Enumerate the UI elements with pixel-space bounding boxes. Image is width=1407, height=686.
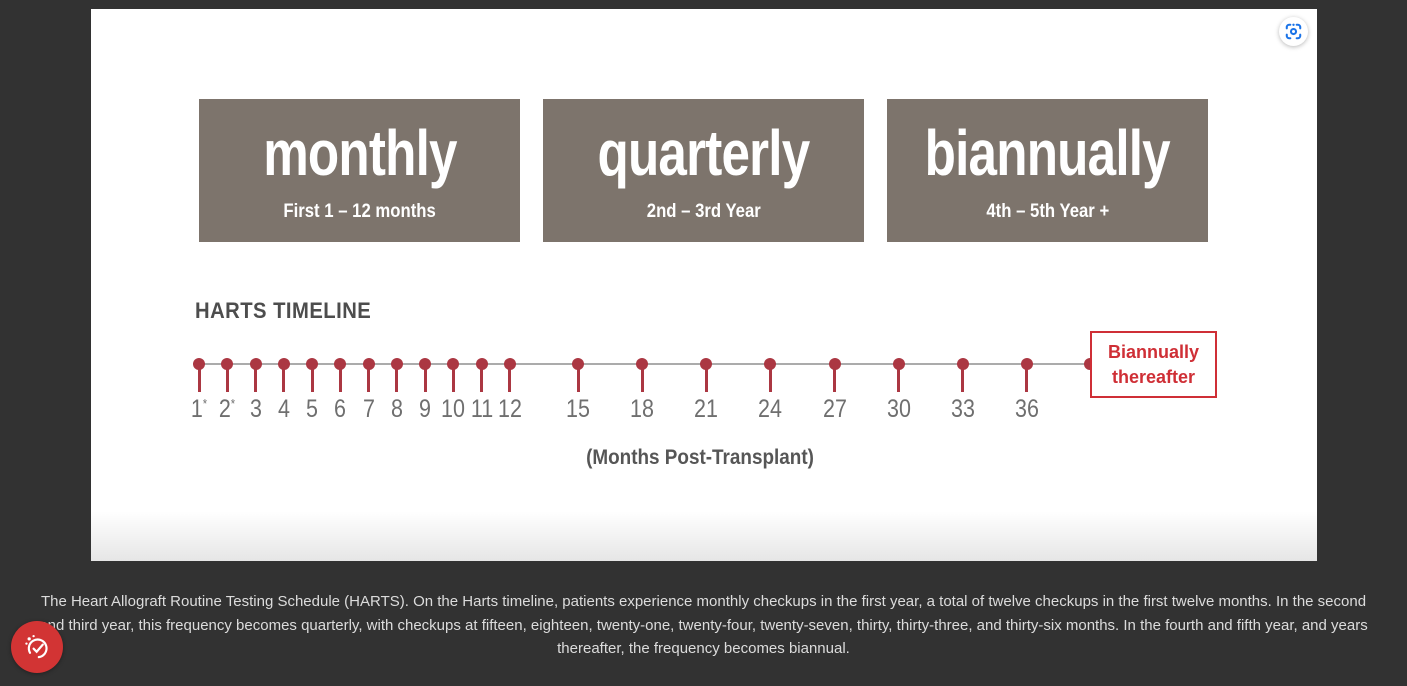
timeline-label-month-15: 15 bbox=[566, 395, 590, 423]
cookie-consent-icon bbox=[25, 634, 48, 659]
timeline-label-month-21: 21 bbox=[694, 395, 719, 423]
timeline-label-month-11: 11 bbox=[470, 395, 493, 423]
timeline-tick-month-11 bbox=[480, 364, 484, 392]
timeline-label-month-7: 7 bbox=[362, 395, 375, 423]
timeline-tick-month-12 bbox=[508, 364, 512, 392]
timeline-label-month-6: 6 bbox=[334, 395, 347, 423]
timeline-label-month-27: 27 bbox=[822, 395, 847, 423]
timeline-tick-month-2 bbox=[225, 364, 229, 392]
timeline-label-month-8: 8 bbox=[390, 395, 403, 423]
caption-line: thereafter, the frequency becomes biannu… bbox=[557, 640, 850, 657]
frequency-subtitle: 4th – 5th Year + bbox=[986, 200, 1109, 222]
frequency-title: monthly bbox=[262, 116, 457, 189]
timeline-label-month-33: 33 bbox=[950, 395, 975, 423]
timeline-tick-month-8 bbox=[395, 364, 399, 392]
timeline-label-month-24: 24 bbox=[758, 395, 783, 423]
caption-line: and third year, this frequency becomes q… bbox=[39, 616, 1368, 634]
frequency-box-biannually: biannually 4th – 5th Year + bbox=[887, 99, 1208, 242]
search-in-image-icon bbox=[1285, 23, 1302, 40]
timeline-label-month-12: 12 bbox=[498, 395, 522, 423]
search-in-image-button[interactable] bbox=[1279, 17, 1308, 46]
timeline-label-month-5: 5 bbox=[306, 395, 319, 423]
timeline-tick-month-33 bbox=[961, 364, 965, 392]
timeline-label-month-1: 1* bbox=[190, 395, 208, 423]
frequency-subtitle: First 1 – 12 months bbox=[283, 200, 436, 222]
timeline-label-month-4: 4 bbox=[277, 395, 290, 423]
timeline-tick-month-5 bbox=[310, 364, 314, 392]
timeline-tick-month-27 bbox=[833, 364, 837, 392]
timeline-tick-month-4 bbox=[282, 364, 286, 392]
timeline-tick-month-21 bbox=[704, 364, 708, 392]
timeline-tick-month-15 bbox=[576, 364, 580, 392]
timeline-label-month-10: 10 bbox=[441, 395, 466, 423]
timeline-label-month-3: 3 bbox=[249, 395, 262, 423]
timeline-tick-month-9 bbox=[423, 364, 427, 392]
timeline-label-month-2: 2* bbox=[219, 395, 236, 423]
timeline-tick-month-30 bbox=[897, 364, 901, 392]
timeline-tick-month-3 bbox=[254, 364, 258, 392]
frequency-subtitle: 2nd – 3rd Year bbox=[646, 200, 761, 222]
timeline-label-month-18: 18 bbox=[630, 395, 655, 423]
timeline-label-month-9: 9 bbox=[419, 395, 432, 423]
figure-caption: The Heart Allograft Routine Testing Sche… bbox=[38, 590, 1369, 661]
caption-line: The Heart Allograft Routine Testing Sche… bbox=[40, 593, 1367, 610]
timeline-heading: HARTS TIMELINE bbox=[195, 298, 372, 323]
timeline-tick-month-24 bbox=[768, 364, 772, 392]
frequency-title: biannually bbox=[924, 116, 1171, 189]
timeline-tick-month-1 bbox=[197, 364, 201, 392]
figure-card: monthly First 1 – 12 months quarterly 2n… bbox=[91, 9, 1317, 561]
frequency-box-monthly: monthly First 1 – 12 months bbox=[199, 99, 520, 242]
frequency-title: quarterly bbox=[597, 116, 811, 189]
timeline-tick-month-18 bbox=[640, 364, 644, 392]
timeline-tick-month-7 bbox=[367, 364, 371, 392]
frequency-box-quarterly: quarterly 2nd – 3rd Year bbox=[543, 99, 864, 242]
axis-label: (Months Post-Transplant) bbox=[586, 446, 814, 469]
timeline-tick-month-6 bbox=[338, 364, 342, 392]
biannually-thereafter-annotation: Biannually thereafter bbox=[1090, 331, 1217, 398]
timeline-tick-month-10 bbox=[451, 364, 455, 392]
cookie-consent-button[interactable] bbox=[11, 621, 63, 673]
timeline-label-month-30: 30 bbox=[886, 395, 911, 423]
timeline-label-month-36: 36 bbox=[1015, 395, 1039, 423]
timeline-tick-month-36 bbox=[1025, 364, 1029, 392]
